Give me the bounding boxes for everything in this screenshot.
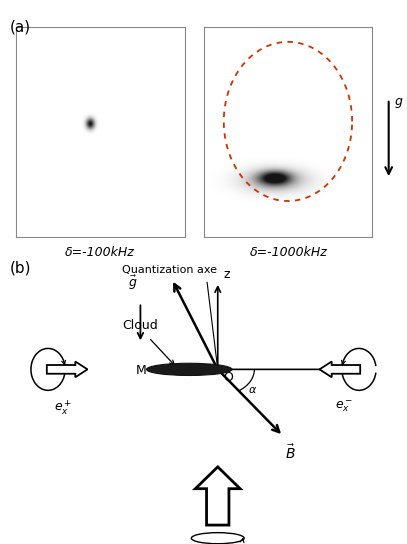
Text: δ=-100kHz: δ=-100kHz (65, 246, 135, 259)
FancyArrow shape (319, 362, 360, 377)
Text: (a): (a) (10, 19, 31, 34)
Text: g: g (395, 95, 403, 108)
Ellipse shape (147, 363, 232, 375)
Text: $e^+_x$: $e^+_x$ (54, 398, 72, 417)
Text: $\vec{B}$: $\vec{B}$ (285, 443, 296, 462)
Text: M: M (136, 364, 147, 378)
FancyArrow shape (195, 467, 240, 525)
Text: Quantization axe: Quantization axe (122, 265, 217, 275)
Text: α: α (248, 385, 256, 395)
Text: $\vec{g}$: $\vec{g}$ (127, 274, 137, 292)
Text: Cloud: Cloud (123, 319, 158, 331)
Text: z: z (223, 268, 230, 281)
FancyArrow shape (47, 362, 88, 377)
Text: $e^-_x$: $e^-_x$ (335, 398, 353, 415)
Text: O: O (223, 371, 233, 384)
Text: δ=-1000kHz: δ=-1000kHz (250, 246, 328, 259)
Text: (b): (b) (10, 260, 32, 275)
Text: x: x (346, 363, 353, 376)
